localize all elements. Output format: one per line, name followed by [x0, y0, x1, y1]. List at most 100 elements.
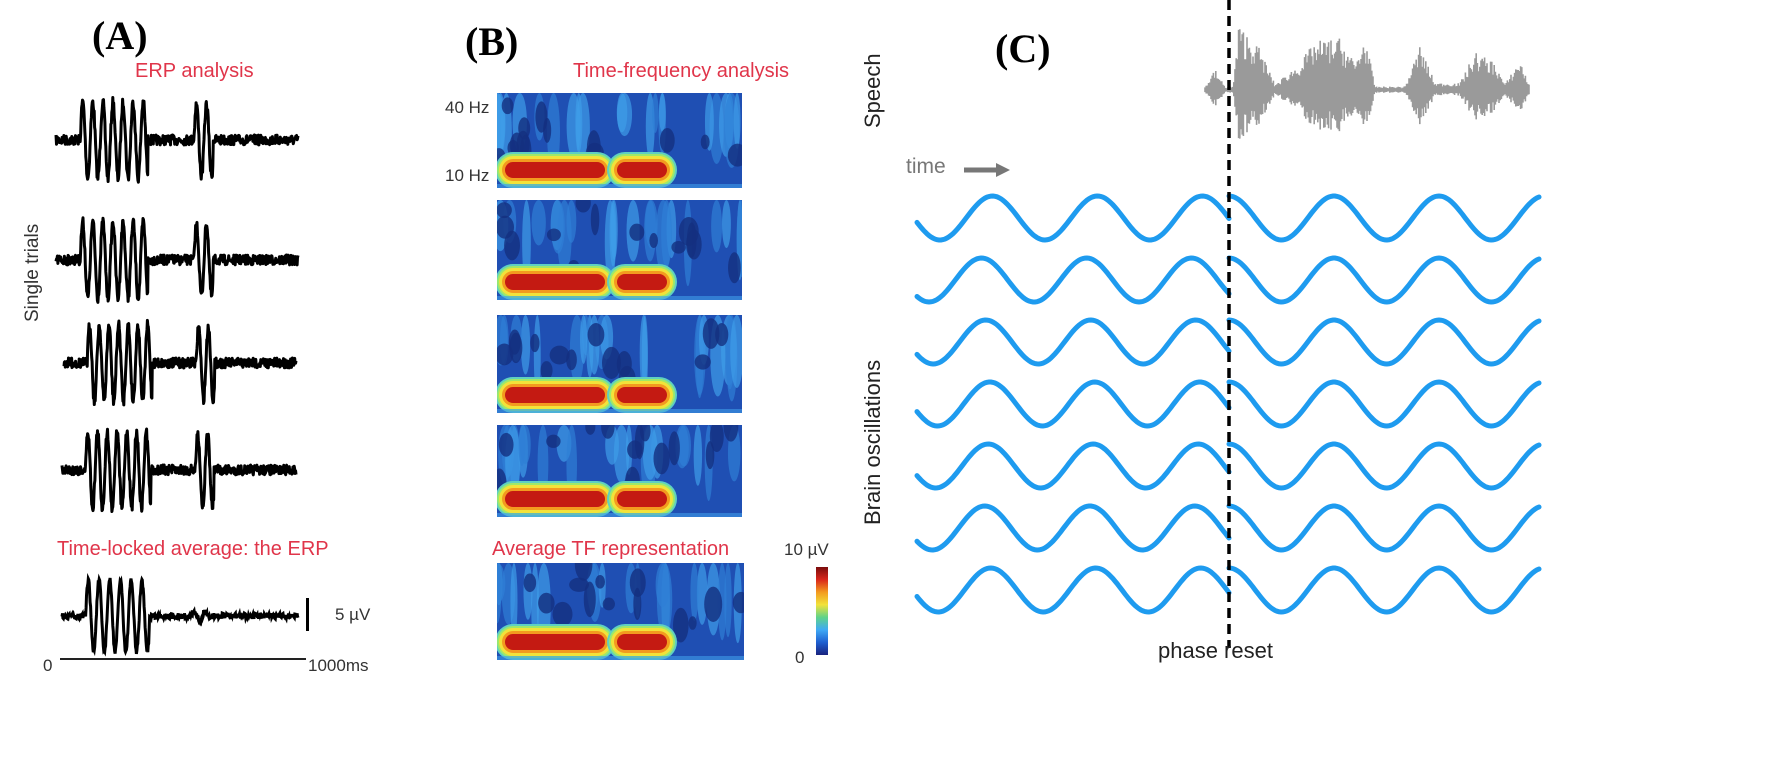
- tf-dark-spot: [552, 601, 573, 627]
- erp-trial-trace: [54, 96, 300, 184]
- tf-streak: [677, 425, 692, 467]
- oscillation-pre-reset: [914, 317, 1232, 367]
- tf-dark-spot: [694, 354, 711, 370]
- tf-dark-spot: [649, 233, 659, 249]
- tf-dark-spot: [540, 361, 553, 380]
- tf-dark-spot: [504, 230, 520, 261]
- tf-power-blob: [617, 634, 667, 650]
- tf-dark-spot: [705, 441, 715, 470]
- tf-dark-spot: [595, 575, 606, 589]
- oscillation-post-reset: [1226, 503, 1542, 553]
- tf-map-trial: [497, 425, 742, 517]
- tf-dark-spot: [543, 117, 552, 143]
- tf-power-blob: [617, 162, 667, 178]
- tf-streak: [693, 425, 703, 486]
- erp-average-path: [60, 572, 300, 657]
- tf-dark-spot: [530, 333, 540, 353]
- tf-streak: [497, 563, 506, 604]
- erp-trial-trace: [54, 216, 300, 304]
- tf-dark-spot: [583, 581, 596, 618]
- tf-dark-spot: [569, 577, 589, 592]
- tf-dark-spot: [727, 143, 742, 167]
- tf-dark-spot: [497, 343, 514, 366]
- tf-streak: [639, 315, 648, 392]
- tf-streak: [566, 93, 581, 159]
- time-label: time: [906, 155, 946, 178]
- colorbar-min-label: 0: [795, 648, 805, 667]
- tf-bottom-band: [497, 296, 742, 300]
- panel-c-label: (C): [995, 26, 1051, 71]
- scale-bar: [306, 598, 309, 631]
- time-axis: [60, 658, 306, 660]
- tf-dark-spot: [587, 323, 605, 347]
- tf-dark-spot: [546, 434, 561, 448]
- oscillation-pre-reset: [914, 379, 1232, 429]
- tf-streak: [616, 93, 628, 133]
- tf-dark-spot: [590, 203, 600, 236]
- tf-dark-spot: [546, 228, 561, 242]
- tf-dark-spot: [653, 442, 670, 475]
- erp-average-trace: [60, 572, 300, 657]
- tf-streak: [610, 200, 618, 260]
- tf-dark-spot: [498, 432, 514, 457]
- erp-analysis-title: ERP analysis: [135, 60, 254, 82]
- tf-map-average: [497, 563, 744, 660]
- tf-bottom-band: [497, 409, 742, 413]
- tf-dark-spot: [627, 440, 643, 459]
- panel-b-label: (B): [465, 19, 519, 64]
- tf-power-blob: [617, 387, 667, 403]
- tf-power-blob: [505, 387, 605, 403]
- tf-streak: [655, 563, 670, 608]
- tf-streak: [696, 563, 708, 625]
- tf-streak: [531, 200, 546, 246]
- tf-dark-spot: [497, 202, 512, 219]
- tf-dark-spot: [585, 425, 596, 435]
- tf-dark-spot: [549, 345, 570, 365]
- tf-streak: [580, 315, 588, 364]
- tf-streak: [510, 563, 518, 640]
- erp-single-trials: [54, 96, 300, 513]
- brain-oscillations: [914, 193, 1542, 615]
- tf-dark-spot: [728, 252, 741, 284]
- colorbar-max-label: 10 µV: [784, 540, 829, 559]
- freq-label-40hz: 40 Hz: [445, 98, 490, 117]
- oscillation-post-reset: [1226, 255, 1542, 305]
- tf-average-title: Average TF representation: [492, 538, 730, 560]
- tf-power-blob: [505, 634, 605, 650]
- tf-map-trial: [497, 200, 742, 300]
- oscillation-pre-reset: [914, 503, 1232, 553]
- tf-dark-spot: [633, 587, 642, 621]
- tf-streak: [520, 315, 531, 375]
- oscillation-post-reset: [1226, 565, 1542, 615]
- tf-dark-spot: [688, 616, 697, 630]
- tf-streak: [721, 200, 731, 249]
- oscillation-pre-reset: [914, 565, 1232, 615]
- speech-label: Speech: [860, 53, 885, 128]
- tf-dark-spot: [639, 425, 651, 442]
- time-arrow-icon: [964, 163, 1010, 177]
- tf-streak: [717, 563, 727, 641]
- oscillation-pre-reset: [914, 193, 1232, 243]
- time-axis-start: 0: [43, 656, 53, 675]
- tf-streak: [711, 200, 723, 253]
- oscillation-post-reset: [1226, 193, 1542, 243]
- erp-trial-trace: [60, 427, 298, 513]
- tf-dark-spot: [601, 425, 615, 439]
- tf-dark-spot: [704, 586, 723, 623]
- tf-dark-spot: [616, 350, 632, 377]
- tf-streak: [522, 200, 531, 285]
- tf-bottom-band: [497, 184, 742, 188]
- tf-streak: [613, 425, 630, 484]
- tf-dark-spot: [700, 134, 710, 150]
- oscillation-pre-reset: [914, 441, 1232, 491]
- phase-reset-label: phase reset: [1158, 638, 1273, 663]
- oscillation-post-reset: [1226, 441, 1542, 491]
- tf-bottom-band: [497, 513, 742, 517]
- tf-bottom-band: [497, 656, 744, 660]
- tf-dark-spot: [501, 97, 514, 115]
- tf-dark-spot: [574, 563, 593, 581]
- erp-trial-trace: [62, 318, 298, 407]
- oscillation-post-reset: [1226, 379, 1542, 429]
- tf-streak: [550, 200, 565, 254]
- tf-dark-spot: [575, 200, 591, 213]
